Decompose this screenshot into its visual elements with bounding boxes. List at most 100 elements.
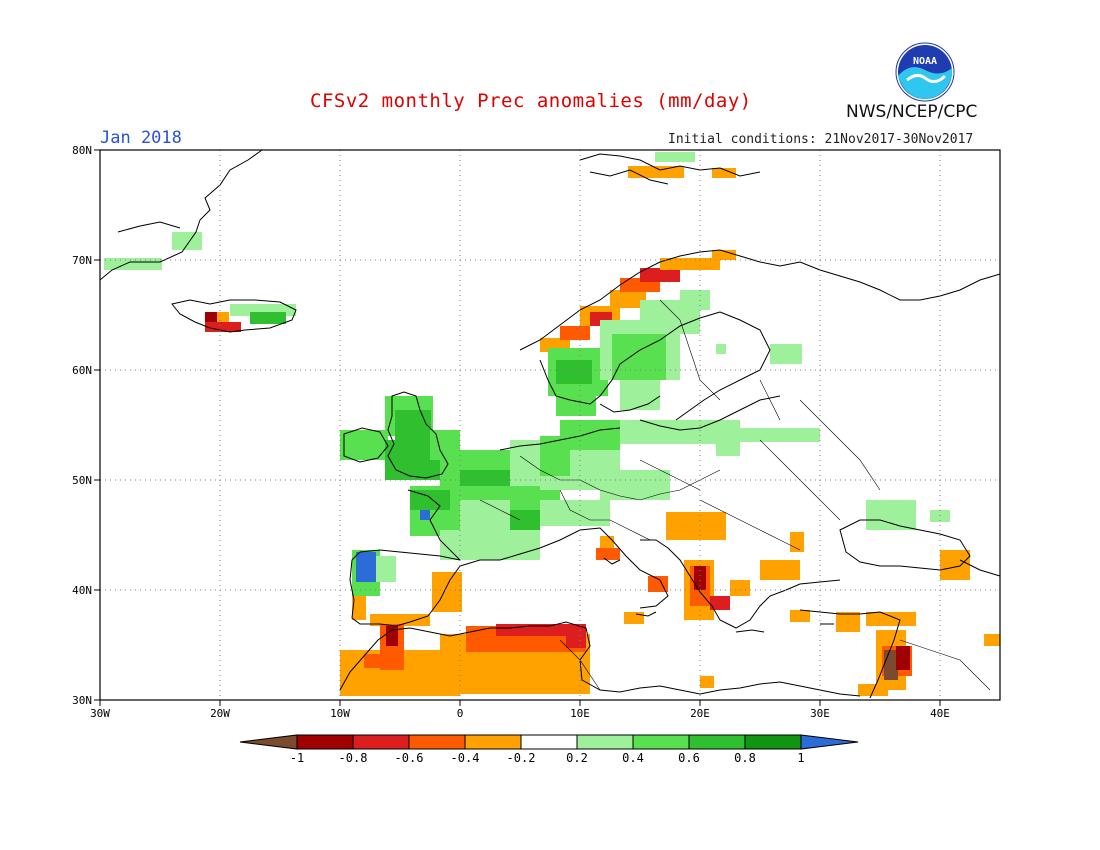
anomaly-patch [217,312,229,322]
map-grid [100,150,1000,700]
anomaly-patch [984,634,1000,646]
anomaly-patch [420,510,430,520]
colorbar-bin [296,734,354,750]
anomaly-patch [710,596,730,610]
colorbar-bin [520,734,578,750]
anomaly-patch [716,344,726,354]
anomaly-patch [655,152,695,162]
lat-label: 60N [72,364,92,377]
anomaly-patch [104,258,162,270]
lon-label: 10W [330,707,350,720]
lon-label: 0 [457,707,464,720]
colorbar-tick: 1 [797,751,804,765]
colorbar-arrow-high [800,734,859,750]
anomaly-patch [884,650,898,680]
anomaly-patch [566,624,586,648]
noaa-logo-icon: NOAA [895,42,955,102]
anomaly-patch [694,566,706,590]
lon-label: 40E [930,707,950,720]
anomaly-patch [700,676,714,688]
anomaly-patch [660,258,720,270]
logo-text: NOAA [913,56,937,67]
lon-label: 20W [210,707,230,720]
anomaly-patch [770,344,802,364]
colorbar-bin [408,734,466,750]
lon-label: 20E [690,707,710,720]
anomaly-patch [866,500,916,530]
colorbar-tick: -0.6 [395,751,424,765]
anomaly-patch [364,654,394,668]
colorbar-bin [688,734,746,750]
anomaly-patch [432,572,462,612]
initial-conditions: Initial conditions: 21Nov2017-30Nov2017 [668,132,974,147]
coastlines [99,149,1001,699]
colorbar-tick: 0.6 [678,751,700,765]
lon-label: 30E [810,707,830,720]
lat-label: 70N [72,254,92,267]
anomaly-patch [666,512,726,540]
anomaly-patch [940,550,970,580]
colorbar-tick: -1 [290,751,304,765]
anomaly-patch [712,250,736,260]
anomaly-patch [628,166,684,178]
anomaly-patch [790,532,804,552]
colorbar-tick: -0.8 [339,751,368,765]
colorbar-tick: -0.2 [507,751,536,765]
anomaly-patch [370,614,430,626]
anomaly-patch [716,440,740,456]
anomaly-patch [410,490,450,510]
anomaly-patch [560,326,590,340]
anomaly-patch [386,626,398,646]
anomaly-patch [896,646,910,670]
map-frame [99,149,1001,701]
forecast-month: Jan 2018 [100,128,182,148]
anomaly-patch [790,610,810,622]
anomaly-patch [836,612,860,632]
anomaly-patch [858,684,888,696]
colorbar-tick: 0.8 [734,751,756,765]
anomaly-patch [760,560,800,580]
borders [479,299,991,691]
anomaly-patch [172,232,202,250]
anomaly-patch [250,312,286,324]
colorbar-bin [576,734,634,750]
anomaly-patch [540,436,570,476]
colorbar-tick: -0.4 [451,751,480,765]
anomaly-patch [600,470,670,500]
anomaly-patch [620,380,660,410]
colorbar-tick: 0.4 [622,751,644,765]
lat-label: 50N [72,474,92,487]
colorbar-bin [744,734,802,750]
anomaly-patch [556,360,592,384]
anomaly-patch [730,580,750,596]
anomaly-patch [640,268,680,282]
axis-ticks [94,149,941,706]
anomaly-patch [205,312,217,324]
colorbar-bin [352,734,410,750]
chart-title: CFSv2 monthly Prec anomalies (mm/day) [310,90,752,112]
anomaly-patch [376,556,396,582]
anomaly-patch [510,510,540,530]
anomaly-patch [740,428,820,442]
lon-label: 30W [90,707,110,720]
anomaly-patch [596,548,620,560]
anomaly-patch [460,500,510,530]
lat-label: 80N [72,144,92,157]
colorbar-ticks: -1 -0.8 -0.6 -0.4 -0.2 0.2 0.4 0.6 0.8 1 [290,751,805,765]
anomaly-patch [540,500,610,526]
anomaly-patch [712,168,736,178]
anomaly-patch [340,430,388,460]
anomaly-patch [680,290,710,310]
colorbar-bin [464,734,522,750]
anomaly-patch [624,612,644,624]
lat-labels: 80N 70N 60N 50N 40N 30N [72,144,92,707]
colorbar-tick: 0.2 [566,751,588,765]
anomaly-patch [395,410,431,440]
anomaly-patch [205,322,241,332]
lon-label: 10E [570,707,590,720]
anomaly-patch [648,576,668,592]
anomaly-patch [866,612,916,626]
lat-label: 40N [72,584,92,597]
colorbar-arrow-low [239,734,298,750]
